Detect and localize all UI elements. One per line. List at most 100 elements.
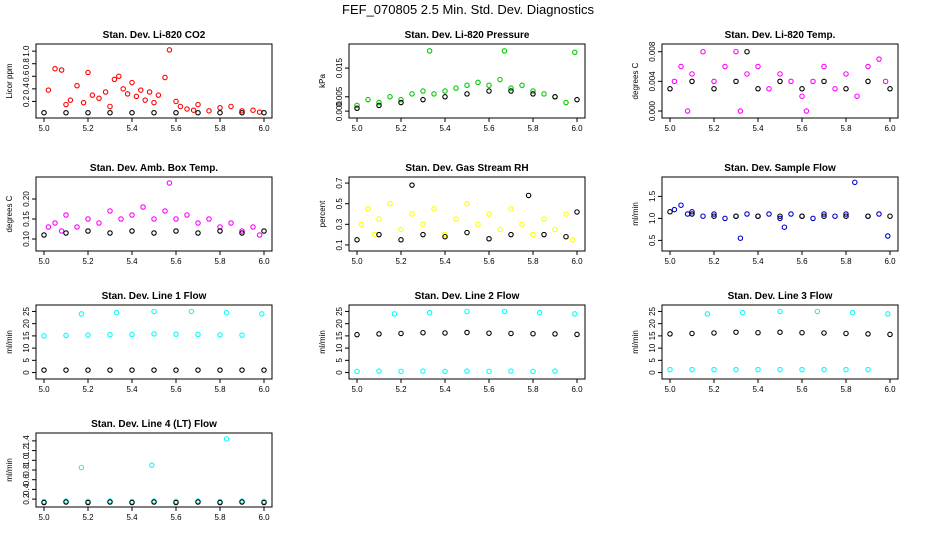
data-point [45,224,52,230]
data-point [530,88,536,94]
data-point [151,109,157,116]
data-point [409,211,415,217]
data-point [239,332,245,338]
data-point [475,79,481,86]
data-point [689,366,695,373]
data-point [354,102,360,109]
data-point [256,109,263,115]
data-point [486,236,492,242]
data-point [541,231,547,238]
data-point [85,367,91,373]
data-point [217,332,223,338]
x-tick-label: 5.4 [439,124,451,133]
y-tick-label: 0.2 [22,95,31,107]
y-tick-label: 0.2 [22,493,31,505]
data-point [195,331,201,338]
data-point [431,91,437,97]
data-point [166,180,173,186]
data-point [552,368,558,374]
data-point [376,216,382,222]
x-tick-label: 5.0 [351,124,363,133]
data-point [261,109,267,116]
x-tick-label: 5.8 [214,385,226,394]
data-point [803,108,810,114]
data-point [151,499,157,505]
data-point [865,78,871,85]
x-tick-label: 5.6 [170,385,182,394]
data-point [354,368,360,375]
data-point [129,109,135,116]
y-axis-label: kPa [318,74,327,88]
data-point [821,211,827,217]
data-point [755,86,761,92]
data-point [501,48,508,54]
data-point [113,309,120,316]
plot-frame [35,304,273,380]
data-point [138,87,144,93]
x-tick-label: 5.6 [796,124,808,133]
panel-3: Stan. Dev. Li-820 Temp. degrees C 5.0 5.2 5.… [631,30,899,133]
data-point [475,221,481,228]
data-point [173,98,179,105]
data-point [85,109,91,116]
y-tick-label: 0 [335,370,344,375]
data-point [217,104,223,111]
data-point [689,78,695,85]
data-point [166,47,173,53]
data-point [777,366,783,373]
x-tick-label: 5.8 [527,385,539,394]
data-point [58,67,65,73]
data-point [426,309,433,316]
data-point [739,309,746,316]
y-tick-label: 0.000 [335,101,344,122]
data-point [711,86,717,92]
data-point [442,94,448,100]
data-point [737,235,744,241]
data-point [777,78,783,85]
data-point [358,221,365,228]
panel-4: Stan. Dev. Amb. Box Temp. degrees C 5.0 5.2… [5,163,273,266]
data-point [85,332,91,338]
x-tick-label: 5.0 [38,257,50,266]
x-tick-label: 5.2 [708,385,720,394]
x-tick-label: 5.4 [752,257,764,266]
data-point [41,499,47,506]
data-point [173,331,179,337]
data-point [371,231,378,238]
data-point [821,78,827,85]
y-tick-label: 1.2 [22,444,31,456]
x-tick-label: 5.8 [214,257,226,266]
data-point [737,108,744,114]
data-point [843,330,849,337]
panel-title: Stan. Dev. Sample Flow [724,163,836,174]
data-point [41,333,47,339]
data-point [781,224,788,230]
y-tick-label: 1.5 [648,190,657,202]
data-point [821,213,827,219]
data-point [146,89,153,95]
data-point [420,96,426,103]
data-point [431,206,437,212]
data-point [63,109,69,116]
data-point [58,228,65,234]
data-point [391,311,398,317]
panel-title: Stan. Dev. Line 1 Flow [102,291,207,302]
plot-frame [661,176,899,252]
x-tick-label: 6.0 [571,385,583,394]
data-point [151,308,157,315]
y-tick-label: 1.4 [22,435,31,447]
data-point [569,237,576,243]
data-point [41,367,47,373]
y-tick-label: 1.0 [22,454,31,466]
data-point [799,366,805,373]
data-point [733,48,739,55]
data-point [195,499,201,505]
y-tick-label: 10 [335,343,344,352]
data-point [832,86,838,92]
data-point [667,331,673,337]
data-point [426,48,433,54]
data-point [217,228,223,234]
data-point [45,87,52,93]
data-point [140,204,146,210]
data-point [486,368,492,375]
